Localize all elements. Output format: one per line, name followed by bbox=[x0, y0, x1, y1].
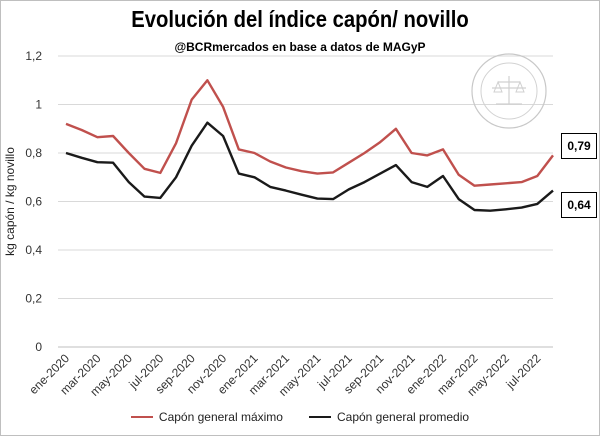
y-tick-label: 1,2 bbox=[25, 49, 42, 63]
chart-subtitle: @BCRmercados en base a datos de MAGyP bbox=[174, 40, 426, 54]
y-tick-label: 0,2 bbox=[25, 292, 42, 306]
end-label-max: 0,79 bbox=[561, 133, 597, 159]
y-tick-label: 0,8 bbox=[25, 146, 42, 160]
series-line-avg bbox=[65, 121, 554, 212]
legend-item-max: Capón general máximo bbox=[130, 410, 283, 424]
legend-label-max: Capón general máximo bbox=[158, 410, 283, 424]
y-tick-label: 0,4 bbox=[25, 243, 42, 257]
legend-item-avg: Capón general promedio bbox=[308, 410, 470, 424]
legend-swatch-max bbox=[130, 416, 153, 418]
bolsa-seal-watermark bbox=[471, 53, 547, 129]
y-axis-label: kg capón / kg novillo bbox=[3, 147, 17, 256]
end-label-avg: 0,64 bbox=[561, 192, 597, 218]
y-tick-label: 0 bbox=[35, 340, 42, 354]
y-tick-label: 0,6 bbox=[25, 195, 42, 209]
series-line-max bbox=[65, 79, 554, 187]
chart-title: Evolución del índice capón/ novillo bbox=[131, 6, 469, 32]
legend-label-avg: Capón general promedio bbox=[336, 410, 470, 424]
x-tick-label: jul-2022 bbox=[503, 351, 544, 392]
legend: Capón general máximo Capón general prome… bbox=[0, 410, 600, 424]
legend-swatch-avg bbox=[308, 416, 331, 418]
y-tick-label: 1 bbox=[35, 98, 42, 112]
